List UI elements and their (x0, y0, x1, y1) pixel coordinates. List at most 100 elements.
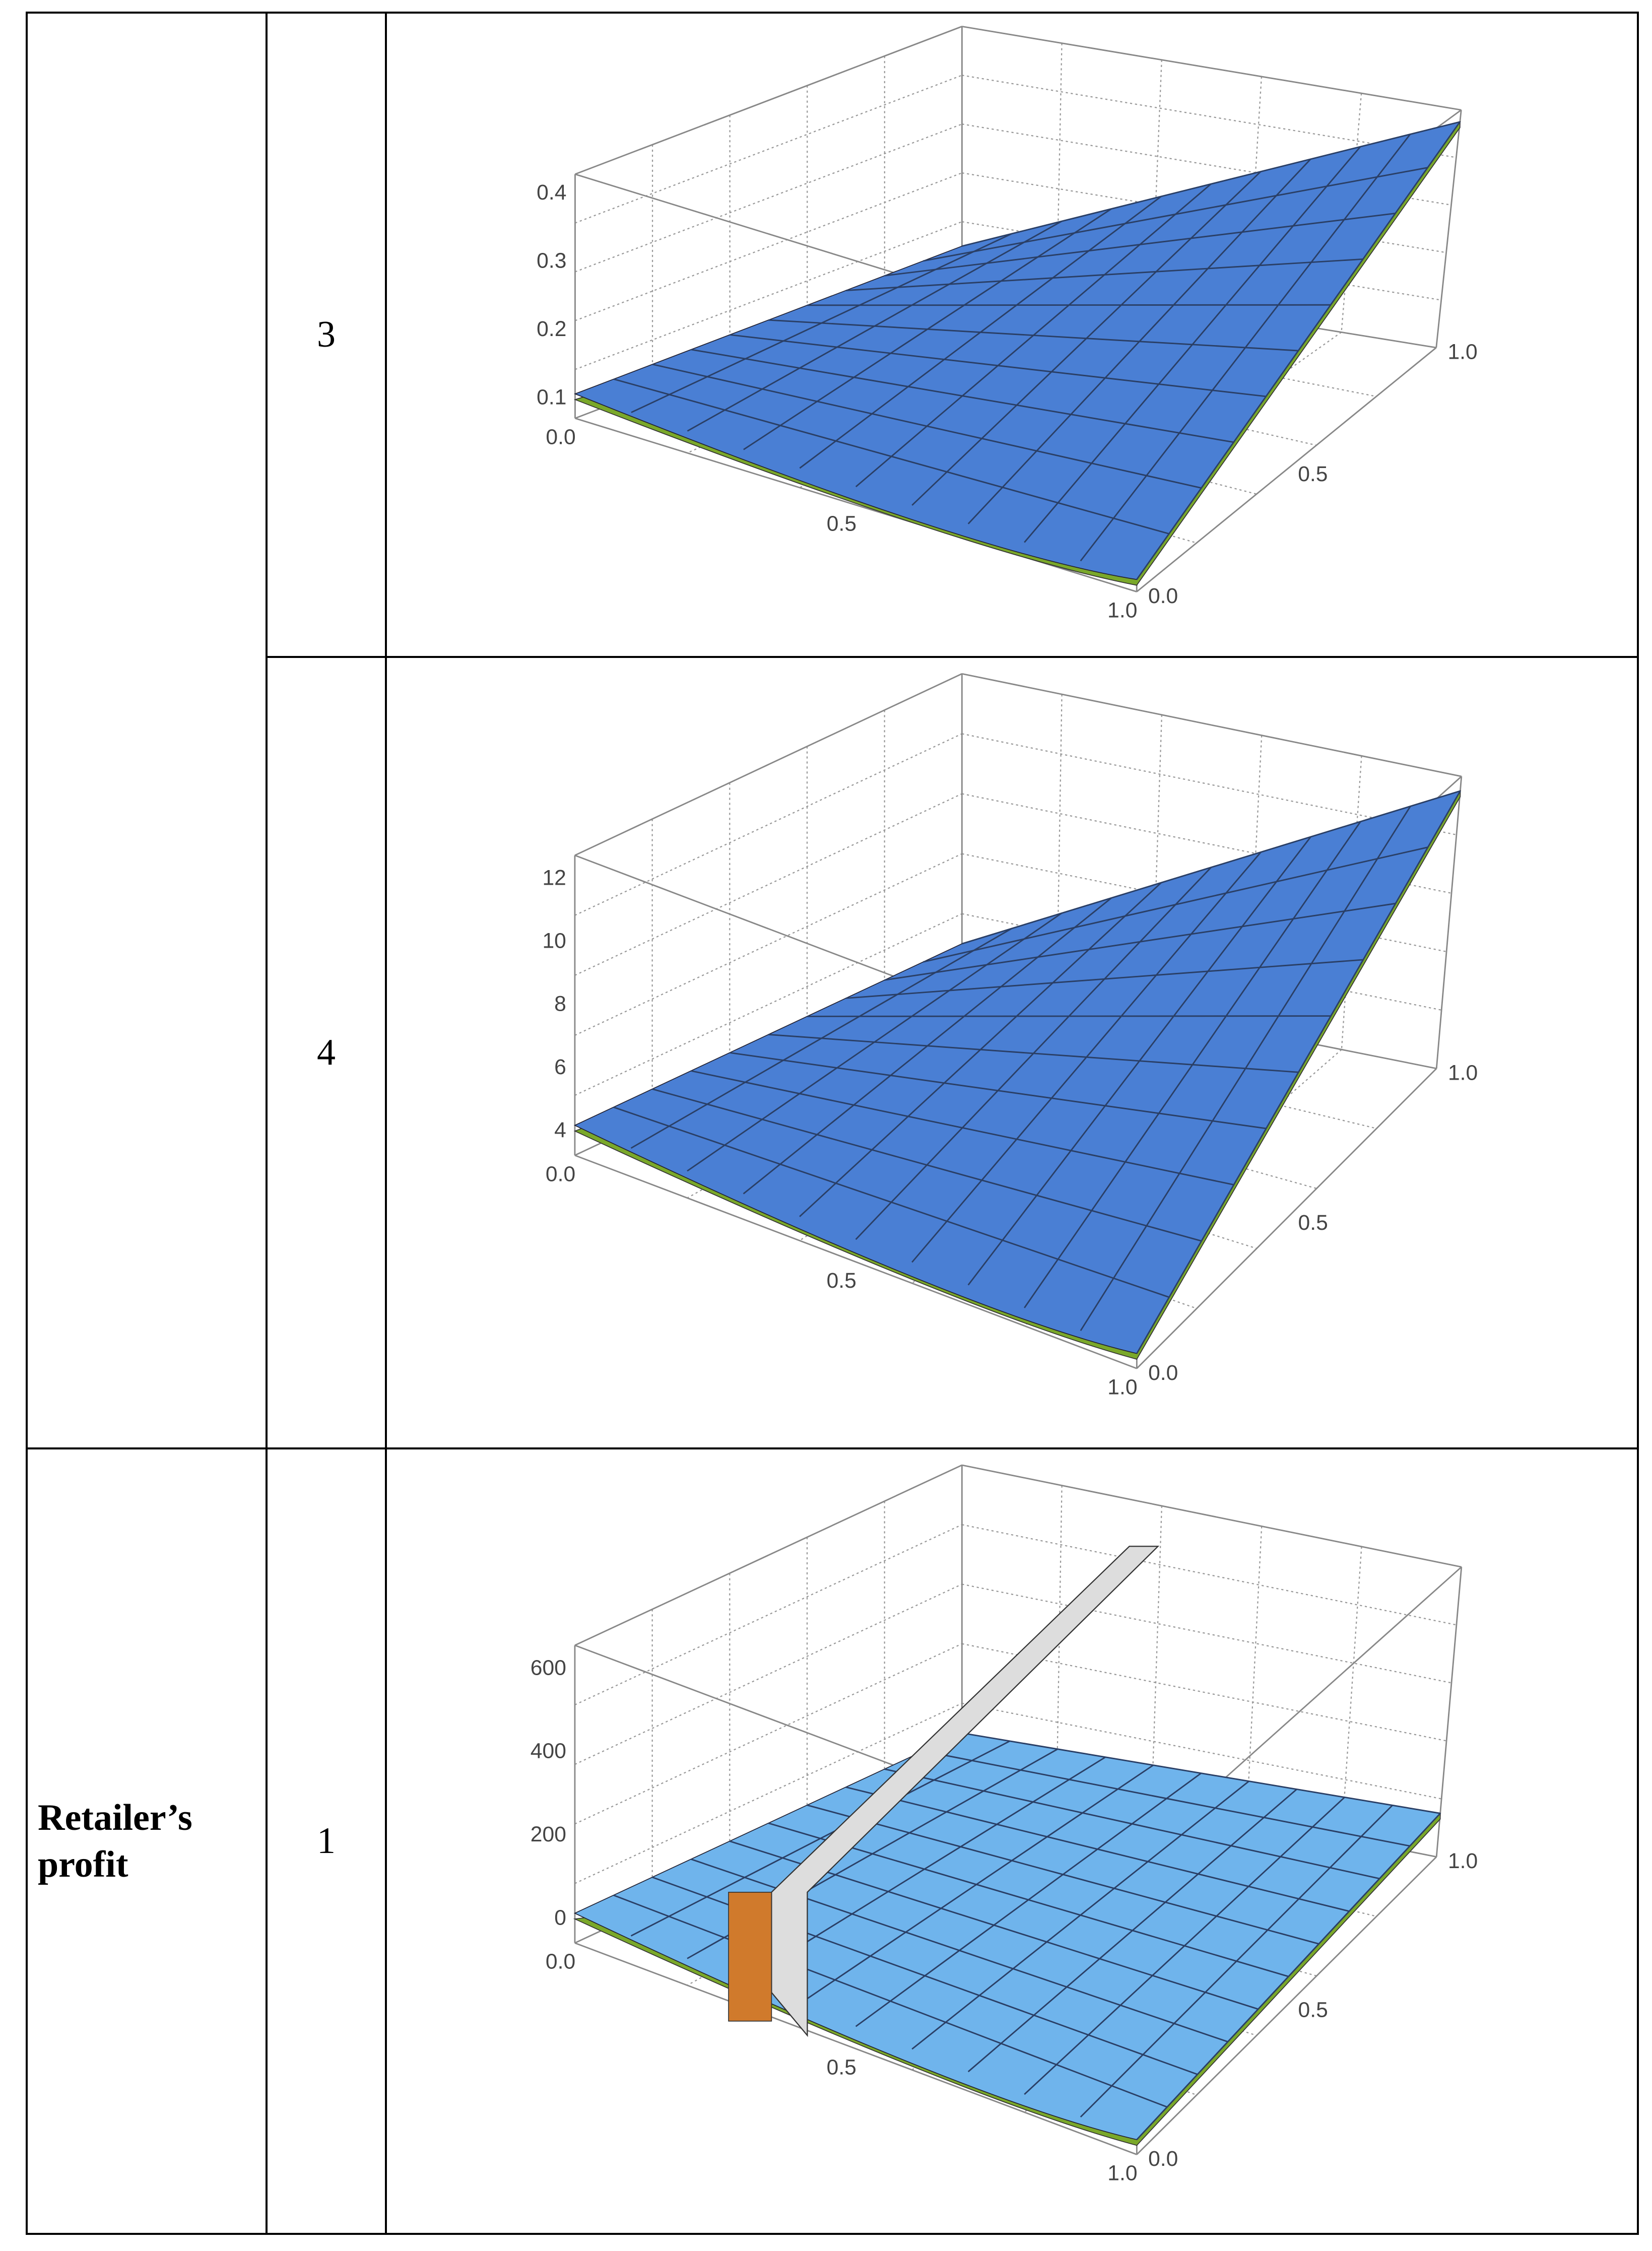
grid-line (884, 1009, 1377, 1130)
y-tick-label: 1.0 (1448, 1061, 1478, 1085)
surface-mesh (1136, 1813, 1441, 2140)
surface-mesh (884, 902, 1396, 981)
grid-line (574, 1643, 962, 1825)
x-tick-label: 0.0 (546, 425, 575, 449)
surface-mesh (855, 183, 1212, 488)
surface-mesh (923, 167, 1428, 262)
surface-mesh (962, 1732, 1440, 1814)
surface-mesh (855, 1772, 1202, 2027)
surface-mesh (884, 213, 1396, 277)
x-tick-label: 0.0 (546, 1950, 575, 1974)
z-tick-label: 0.4 (537, 180, 566, 205)
z-tick-label: 0.3 (537, 248, 566, 273)
grid-line (962, 733, 1457, 836)
3d-plot: 0.1 0.2 0.3 0.4 0.0 0.5 1.0 0.0 0.5 1.0 (537, 26, 1478, 623)
x-tick-label: 1.0 (1107, 2161, 1137, 2186)
index-cell-text: 3 (317, 314, 336, 355)
surface (573, 790, 1462, 1354)
y-tick-label: 1.0 (1447, 340, 1477, 364)
index-cell: 4 (266, 656, 387, 1449)
z-tick-label: 4 (554, 1118, 566, 1142)
3d-plot: 0 200 400 600 0.0 0.5 1.0 0.0 0.5 1.0 (531, 1464, 1478, 2186)
label-cell: Retailer’s profit (26, 1447, 268, 2235)
grid-line (962, 1524, 1457, 1626)
index-cell-text: 1 (317, 1820, 336, 1862)
surface (573, 1733, 1441, 2140)
box-edge (1435, 1567, 1463, 1857)
surface-mesh (967, 836, 1311, 1286)
grid-line (1056, 1485, 1063, 1782)
box-edge (574, 1942, 1137, 2155)
y-tick-label: 0.5 (1298, 462, 1328, 486)
grid-line (962, 172, 1446, 253)
surface-mesh (911, 1780, 1249, 2050)
grid-line (575, 75, 962, 224)
surface-mesh (923, 846, 1428, 963)
y-tick-label: 0.0 (1148, 1361, 1178, 1385)
z-tick-label: 0 (554, 1906, 566, 1930)
plot-cell: 0.1 0.2 0.3 0.4 0.0 0.5 1.0 0.0 0.5 1.0 (385, 12, 1639, 658)
surface-mesh (967, 158, 1311, 524)
x-tick-label: 1.0 (1107, 1375, 1137, 1399)
surface-mesh (1136, 790, 1461, 1354)
y-tick-label: 1.0 (1448, 1849, 1478, 1873)
box-edge (574, 1464, 962, 1646)
x-tick-label: 0.0 (546, 1162, 575, 1186)
surface-mesh (1080, 1805, 1393, 2118)
plot-cell: 4 6 8 10 12 0.0 0.5 1.0 0.0 0.5 1.0 (385, 656, 1639, 1449)
surface-mesh (961, 790, 1461, 945)
grid-line (962, 1643, 1447, 1742)
grid-line (962, 1583, 1452, 1684)
box-edge (962, 1464, 1462, 1568)
box-edge (1136, 1856, 1437, 2155)
index-cell: 3 (266, 12, 387, 658)
grid-line (574, 793, 962, 976)
grid-line (574, 1702, 962, 1884)
z-tick-label: 600 (531, 1656, 566, 1680)
surface-mesh (807, 1804, 1319, 1945)
grid-line (574, 853, 962, 1036)
box-edge (574, 26, 962, 175)
grid-line (1246, 1526, 1263, 1820)
box-edge (574, 1154, 1137, 1369)
index-cell: 1 (266, 1447, 387, 2235)
grid-line (575, 123, 962, 273)
surface-mesh (1024, 1797, 1345, 2095)
surface-mesh (962, 121, 1461, 247)
index-cell-text: 4 (317, 1032, 336, 1073)
surface-mesh (845, 258, 1363, 291)
z-tick-label: 0.2 (537, 317, 566, 341)
surface-mesh (967, 1789, 1297, 2073)
surface-mesh (1080, 806, 1411, 1331)
box-edge (962, 673, 1462, 777)
grid-line (574, 1524, 962, 1705)
y-tick-label: 0.5 (1298, 1998, 1328, 2022)
surface-mesh (1136, 121, 1461, 580)
box-edge (1435, 776, 1463, 1069)
grid-line (1341, 1546, 1362, 1838)
box-edge (1136, 1068, 1437, 1369)
plot-cell: 0 200 400 600 0.0 0.5 1.0 0.0 0.5 1.0 (385, 1447, 1639, 2235)
surface-mesh (1080, 134, 1411, 562)
surface-mesh (855, 867, 1212, 1240)
x-tick-label: 1.0 (1107, 599, 1137, 623)
x-tick-label: 0.5 (827, 511, 856, 536)
box-edge (1435, 110, 1462, 348)
grid-line (1151, 1505, 1163, 1801)
surface-mesh (884, 1768, 1380, 1880)
surface-mesh (807, 1015, 1331, 1017)
grid-line (574, 733, 962, 916)
y-tick-label: 0.0 (1148, 2147, 1178, 2171)
surface-mesh (845, 1786, 1350, 1912)
surface-mesh (845, 959, 1363, 999)
y-tick-label: 0.0 (1148, 584, 1178, 608)
z-tick-label: 10 (542, 929, 566, 953)
surface-mesh (1024, 821, 1361, 1308)
y-tick-label: 0.5 (1298, 1211, 1328, 1235)
surface-mesh (1024, 146, 1361, 543)
x-tick-label: 0.5 (827, 1269, 856, 1293)
grid-line (574, 1583, 962, 1765)
label-cell (26, 12, 268, 1449)
z-tick-label: 8 (554, 992, 566, 1016)
